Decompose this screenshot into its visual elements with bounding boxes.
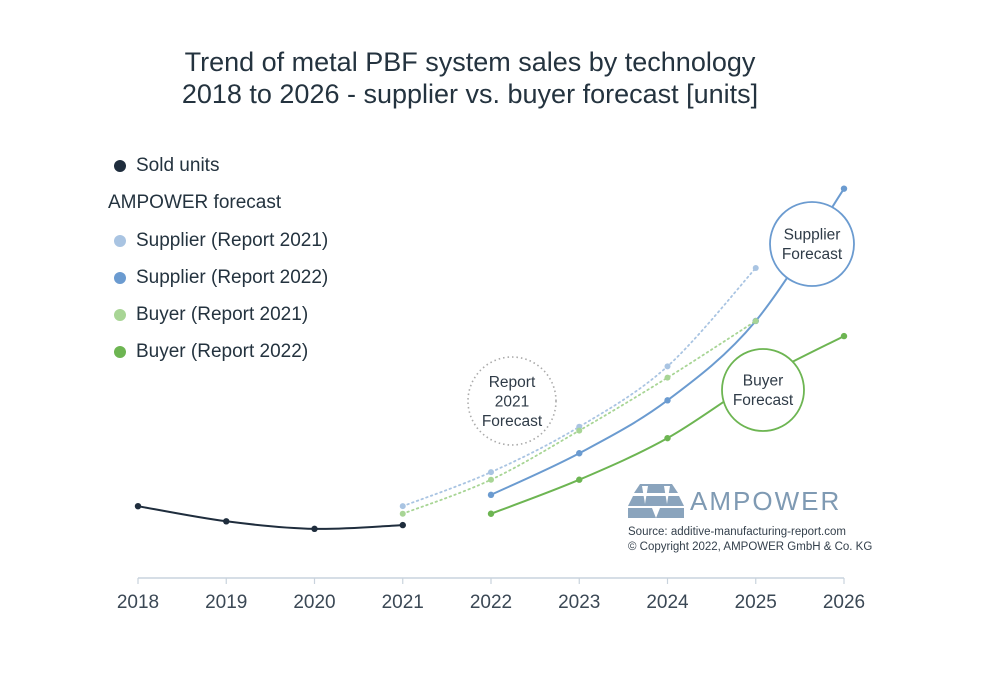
data-point-supplier-2022	[664, 397, 671, 404]
x-tick-label: 2023	[558, 592, 600, 613]
chart-title-line-2: 2018 to 2026 - supplier vs. buyer foreca…	[181, 79, 759, 109]
data-point-buyer-2021	[752, 317, 759, 324]
x-tick-label: 2019	[205, 592, 247, 613]
data-point-sold-units	[134, 502, 142, 510]
series-line-buyer-2021	[401, 320, 757, 515]
data-point-buyer-2022	[576, 476, 583, 483]
data-point-supplier-2021	[752, 265, 759, 272]
x-tick-label: 2025	[735, 592, 777, 613]
ampower-logo-icon	[628, 484, 684, 518]
legend-marker-supplier-2021	[114, 234, 126, 247]
chart-title-line-1: Trend of metal PBF system sales by techn…	[184, 47, 756, 77]
data-point-sold-units	[223, 518, 230, 525]
legend-label-supplier-2021: Supplier (Report 2021)	[136, 229, 329, 251]
x-tick-label: 2026	[823, 592, 865, 613]
data-point-supplier-2021	[488, 469, 494, 476]
copyright-line: © Copyright 2022, AMPOWER GmbH & Co. KG	[628, 541, 873, 553]
x-tick-label: 2022	[470, 592, 512, 613]
legend-header: AMPOWER forecast	[108, 192, 282, 214]
data-point-sold-units	[399, 521, 406, 529]
annotation-buyer-forecast-circle	[721, 348, 805, 432]
data-point-buyer-2021	[664, 374, 671, 381]
legend-label-sold-units: Sold units	[136, 155, 220, 176]
legend-marker-sold-units	[114, 160, 126, 172]
data-point-buyer-2022	[487, 510, 495, 517]
annotation-supplier-forecast-circle	[769, 201, 855, 287]
annotation-report-2021-forecast-label: 2021	[495, 393, 529, 410]
x-tick-label: 2021	[382, 592, 424, 613]
x-tick-label: 2018	[117, 592, 159, 613]
annotation-report-2021-forecast-label: Report	[489, 374, 536, 391]
x-tick-label: 2020	[293, 592, 335, 613]
series-line-supplier-2021	[401, 267, 757, 508]
annotation-supplier-forecast-label: Forecast	[782, 246, 843, 263]
x-tick-label: 2024	[646, 592, 689, 613]
legend-label-supplier-2022: Supplier (Report 2022)	[136, 266, 329, 288]
legend-label-buyer-2021: Buyer (Report 2021)	[136, 304, 309, 326]
data-point-supplier-2022	[576, 450, 583, 457]
data-point-supplier-2021	[399, 503, 406, 510]
source-note: Source: additive-manufacturing-report.co…	[628, 525, 872, 555]
annotation-report-2021-forecast-label: Forecast	[482, 413, 543, 430]
data-point-buyer-2021	[488, 476, 494, 483]
annotation-supplier-forecast-label: Supplier	[784, 227, 841, 244]
legend-marker-buyer-2022	[114, 346, 126, 359]
data-point-sold-units	[311, 525, 318, 533]
data-point-supplier-2021	[664, 363, 671, 370]
data-point-supplier-2022	[487, 491, 495, 499]
legend-marker-buyer-2021	[114, 309, 126, 322]
series-line-sold-units	[137, 505, 404, 530]
data-point-supplier-2022	[840, 185, 848, 192]
legend-marker-supplier-2022	[114, 271, 126, 284]
data-point-buyer-2021	[399, 510, 406, 517]
legend-label-buyer-2022: Buyer (Report 2022)	[136, 341, 309, 363]
chart-title: Trend of metal PBF system sales by techn…	[0, 46, 940, 110]
annotation-buyer-forecast-label: Forecast	[733, 392, 794, 409]
data-point-buyer-2022	[840, 332, 848, 340]
annotation-buyer-forecast-label: Buyer	[743, 373, 784, 390]
ampower-logo-text: AMPOWER	[690, 486, 842, 516]
data-point-buyer-2021	[576, 427, 583, 434]
source-line: Source: additive-manufacturing-report.co…	[628, 526, 846, 538]
annotation-report-2021-forecast-circle	[467, 356, 557, 446]
data-point-buyer-2022	[664, 434, 671, 442]
